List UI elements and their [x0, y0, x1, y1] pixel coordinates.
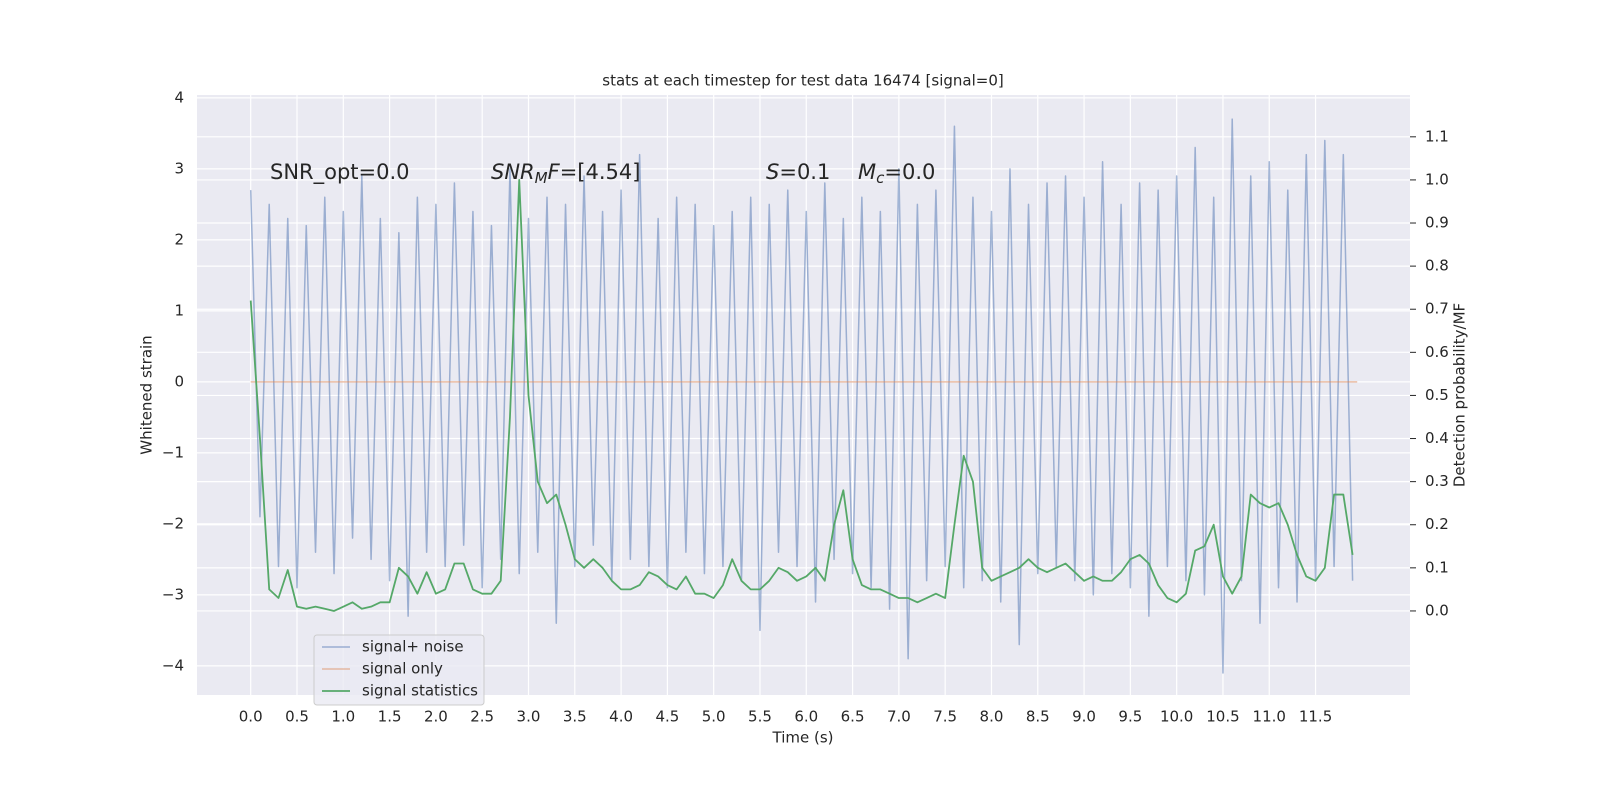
- x-tick-label: 3.0: [517, 708, 541, 726]
- legend-box: [313, 634, 485, 706]
- x-tick-label: 10.0: [1160, 708, 1193, 726]
- x-tick-label: 7.5: [933, 708, 957, 726]
- x-tick-label: 11.0: [1253, 708, 1286, 726]
- annotation-part: SNR_opt=0.0: [270, 160, 410, 185]
- legend-label: signal+ noise: [362, 638, 464, 656]
- annotation-part: M: [858, 160, 876, 184]
- annotation-part: c: [876, 169, 885, 187]
- y-tick-label: 4: [174, 88, 184, 106]
- y2-tick-label: 0.7: [1425, 300, 1449, 318]
- y2-tick-label: 0.4: [1425, 429, 1449, 447]
- y-tick-label: 0: [174, 372, 184, 390]
- y2-tick-label: 1.0: [1425, 170, 1449, 188]
- y2-tick-label: 0.1: [1425, 558, 1449, 576]
- y2-tick-label: 0.0: [1425, 601, 1449, 619]
- x-tick-label: 4.5: [655, 708, 679, 726]
- marks: [249, 118, 1358, 674]
- x-tick-label: 2.0: [424, 708, 448, 726]
- x-tick-label: 3.5: [563, 708, 587, 726]
- x-tick-label: 5.5: [748, 708, 772, 726]
- annotation: SNR_opt=0.0: [270, 160, 410, 185]
- annotation-part: SNR: [491, 160, 535, 184]
- legend-label: signal statistics: [362, 682, 478, 700]
- y2-axis-label: Detection probability/MF: [1451, 303, 1469, 487]
- y-axis-label: Whitened strain: [138, 335, 156, 454]
- x-tick-label: 6.5: [841, 708, 865, 726]
- y-tick-label: −1: [162, 443, 184, 461]
- x-tick-label: 11.5: [1299, 708, 1332, 726]
- annotation-part: S: [766, 160, 779, 184]
- annotation: SNRMF=[4.54]: [491, 160, 640, 187]
- x-tick-label: 1.5: [378, 708, 402, 726]
- x-tick-label: 8.0: [980, 708, 1004, 726]
- x-tick-label: 6.0: [794, 708, 818, 726]
- chart-title: stats at each timestep for test data 164…: [602, 72, 1003, 90]
- annotation-part: F: [548, 160, 561, 184]
- annotation-part: =0.1: [779, 160, 830, 184]
- y-tick-label: 1: [174, 301, 184, 319]
- y-tick-label: −3: [162, 585, 184, 603]
- x-tick-label: 10.5: [1206, 708, 1239, 726]
- x-tick-label: 4.0: [609, 708, 633, 726]
- x-tick-label: 9.0: [1072, 708, 1096, 726]
- annotation: Mc=0.0: [858, 160, 935, 187]
- y2-tick-label: 0.3: [1425, 472, 1449, 490]
- x-tick-label: 0.5: [285, 708, 309, 726]
- legend-label: signal only: [362, 660, 443, 678]
- x-tick-label: 1.0: [331, 708, 355, 726]
- legend: signal+ noise signal only signal statistic…: [313, 634, 485, 706]
- x-tick-label: 7.0: [887, 708, 911, 726]
- y-tick-label: −4: [162, 656, 184, 674]
- annotation: S=0.1: [766, 160, 830, 184]
- annotation-part: =0.0: [884, 160, 935, 184]
- x-tick-label: 8.5: [1026, 708, 1050, 726]
- x-tick-label: 2.5: [470, 708, 494, 726]
- series-line: [249, 118, 1354, 674]
- x-tick-label: 5.0: [702, 708, 726, 726]
- y-tick-label: −2: [162, 514, 184, 532]
- x-tick-label: 9.5: [1118, 708, 1142, 726]
- y2-tick-label: 1.1: [1425, 127, 1449, 145]
- y2-tick-label: 0.5: [1425, 386, 1449, 404]
- x-axis-label: Time (s): [772, 729, 834, 747]
- x-tick-label: 0.0: [239, 708, 263, 726]
- annotation-part: M: [535, 169, 548, 187]
- y2-tick-label: 0.9: [1425, 214, 1449, 232]
- y2-tick-label: 0.2: [1425, 515, 1449, 533]
- y-tick-label: 3: [174, 159, 184, 177]
- annotation-part: =[4.54]: [560, 160, 641, 184]
- y2-tick-label: 0.6: [1425, 343, 1449, 361]
- y2-tick-label: 0.8: [1425, 257, 1449, 275]
- y-tick-label: 2: [174, 230, 184, 248]
- series-line: [249, 179, 1354, 612]
